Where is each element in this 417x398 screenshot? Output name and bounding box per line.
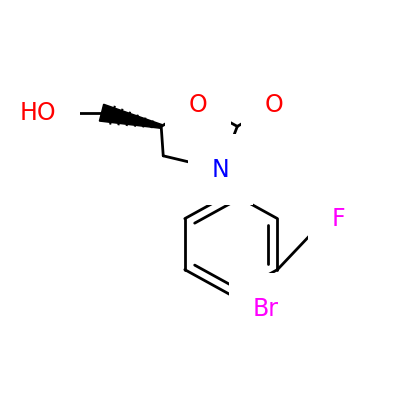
Text: HO: HO — [20, 101, 56, 125]
Text: N: N — [212, 158, 230, 181]
Text: F: F — [331, 207, 345, 230]
Text: O: O — [189, 93, 208, 117]
Text: O: O — [265, 93, 284, 117]
Text: Br: Br — [253, 297, 279, 321]
Polygon shape — [99, 104, 162, 128]
